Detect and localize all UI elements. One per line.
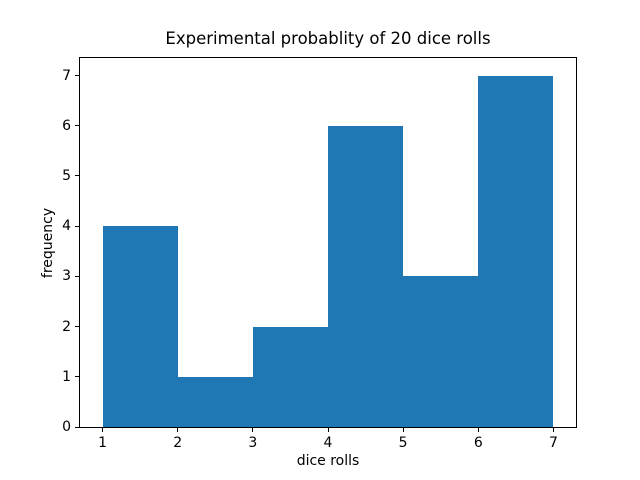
y-tick-mark xyxy=(75,275,79,277)
y-tick-label: 0 xyxy=(62,419,71,435)
y-tick-mark xyxy=(75,426,79,428)
histogram-bar-1 xyxy=(102,226,178,427)
y-tick-label: 2 xyxy=(62,318,71,335)
y-tick-label: 4 xyxy=(62,218,71,235)
x-tick-label: 2 xyxy=(173,435,183,451)
y-tick-mark xyxy=(75,125,79,127)
y-tick-mark xyxy=(75,225,79,227)
plot-area xyxy=(79,57,577,428)
histogram-bar-3 xyxy=(252,326,328,427)
y-tick-mark xyxy=(75,376,79,378)
x-tick-mark xyxy=(477,428,479,432)
x-tick-label: 7 xyxy=(548,435,558,451)
x-tick-label: 1 xyxy=(98,435,107,451)
x-tick-label: 5 xyxy=(398,435,408,451)
y-tick-label: 6 xyxy=(62,117,71,134)
x-axis-label: dice rolls xyxy=(296,453,360,469)
y-tick-label: 7 xyxy=(62,67,71,84)
y-tick-label: 3 xyxy=(62,268,71,285)
x-tick-mark xyxy=(102,428,104,432)
chart-title: Experimental probablity of 20 dice rolls xyxy=(165,29,491,48)
histogram-bar-4 xyxy=(328,125,404,427)
y-tick-mark xyxy=(75,175,79,177)
histogram-bar-5 xyxy=(403,276,479,427)
y-tick-mark xyxy=(75,75,79,77)
x-tick-label: 6 xyxy=(473,435,483,451)
x-tick-mark xyxy=(552,428,554,432)
x-tick-label: 3 xyxy=(248,435,258,451)
y-tick-mark xyxy=(75,326,79,328)
y-tick-label: 1 xyxy=(62,368,71,385)
x-tick-mark xyxy=(402,428,404,432)
x-tick-label: 4 xyxy=(323,435,333,451)
x-tick-mark xyxy=(252,428,254,432)
histogram-bar-2 xyxy=(177,376,253,427)
histogram-bar-6 xyxy=(478,75,554,427)
y-tick-label: 5 xyxy=(62,167,71,184)
x-tick-mark xyxy=(177,428,179,432)
x-tick-mark xyxy=(327,428,329,432)
